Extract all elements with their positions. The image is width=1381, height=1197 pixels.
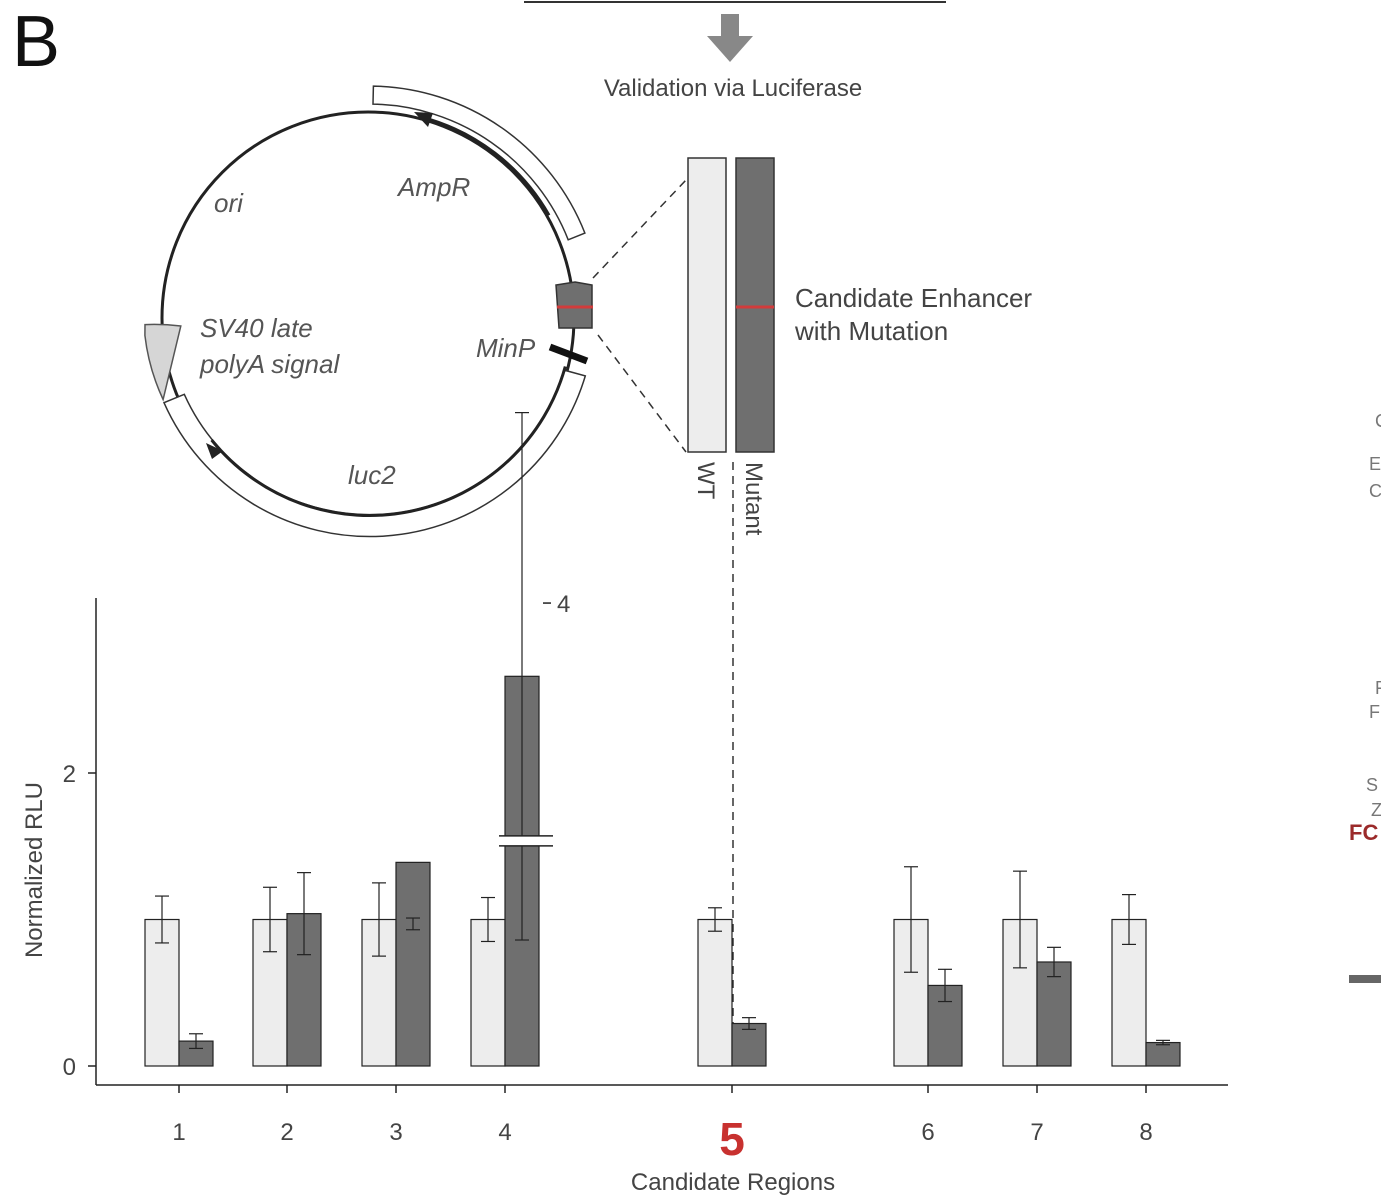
minp-marker [548, 343, 589, 365]
luc2-arrow-line [210, 366, 567, 517]
ampr-arrow-line [420, 115, 551, 216]
x-tick-label: 4 [498, 1119, 511, 1146]
axis-break-gap [499, 835, 553, 846]
side-fragment: FC [1349, 820, 1378, 845]
ampr-arrowhead-icon [414, 112, 433, 127]
x-tick-label: 1 [172, 1119, 185, 1146]
feature-label-luc2: luc2 [348, 460, 396, 490]
sv40-polya-box [144, 323, 182, 402]
y-tick-label: 0 [63, 1054, 76, 1081]
side-fragment: F [1369, 702, 1380, 722]
side-fragment: Z [1371, 800, 1381, 820]
y-tick-label: 2 [63, 761, 76, 788]
enhancer-insert-box [555, 281, 593, 329]
side-fragment: F [1375, 678, 1381, 698]
down-arrow-icon [707, 14, 753, 62]
feature-label-polya: polyA signal [199, 349, 340, 379]
insert-mutant-bar [735, 157, 775, 453]
feature-label-minp: MinP [476, 333, 536, 363]
insert-mutant-label: Mutant [740, 462, 767, 536]
x-tick-label: 7 [1030, 1119, 1043, 1146]
bar-mutant [395, 861, 431, 1067]
insert-caption-line1: Candidate Enhancer [795, 283, 1032, 313]
bar-chart: Normalized RLU Candidate Regions 0 2 1 2 3 4 5… [21, 412, 1228, 1196]
x-tick-label: 6 [921, 1119, 934, 1146]
side-fragment: S [1366, 775, 1378, 795]
luc2-arrowhead-icon [206, 443, 223, 459]
x-tick-label: 8 [1139, 1119, 1152, 1146]
bar-mutant [731, 1022, 767, 1067]
x-axis-title: Candidate Regions [631, 1169, 835, 1196]
feature-label-sv40: SV40 late [200, 313, 313, 343]
side-fragment: E [1369, 454, 1381, 474]
side-fragment: C [1369, 481, 1381, 501]
insert-caption-line2: with Mutation [794, 316, 948, 346]
break-scale-label: 4 [557, 591, 570, 618]
zoom-line-bottom [597, 334, 687, 453]
bar-wt [144, 918, 180, 1067]
insert-wt-bar [687, 157, 727, 453]
side-fragment: C [1375, 411, 1381, 431]
bar-mutant [1036, 961, 1072, 1067]
right-edge-fragments: C E C F F S Z FC [1349, 411, 1381, 983]
bar-wt [697, 918, 733, 1067]
ampr-gene-box [372, 85, 586, 241]
plasmid-map: AmpR ori SV40 late polyA signal MinP luc… [144, 85, 593, 538]
x-tick-label: 2 [280, 1119, 293, 1146]
arrow-caption: Validation via Luciferase [604, 75, 862, 102]
feature-label-ampr: AmpR [396, 172, 470, 202]
zoom-line-top [592, 179, 687, 279]
x-tick-label: 3 [389, 1119, 402, 1146]
panel-label: B [12, 2, 60, 82]
bar-mutant [1145, 1041, 1181, 1067]
x-tick-label-highlighted: 5 [719, 1113, 745, 1165]
insert-wt-label: WT [692, 462, 719, 500]
feature-label-ori: ori [214, 188, 244, 218]
y-axis-title: Normalized RLU [21, 782, 48, 958]
